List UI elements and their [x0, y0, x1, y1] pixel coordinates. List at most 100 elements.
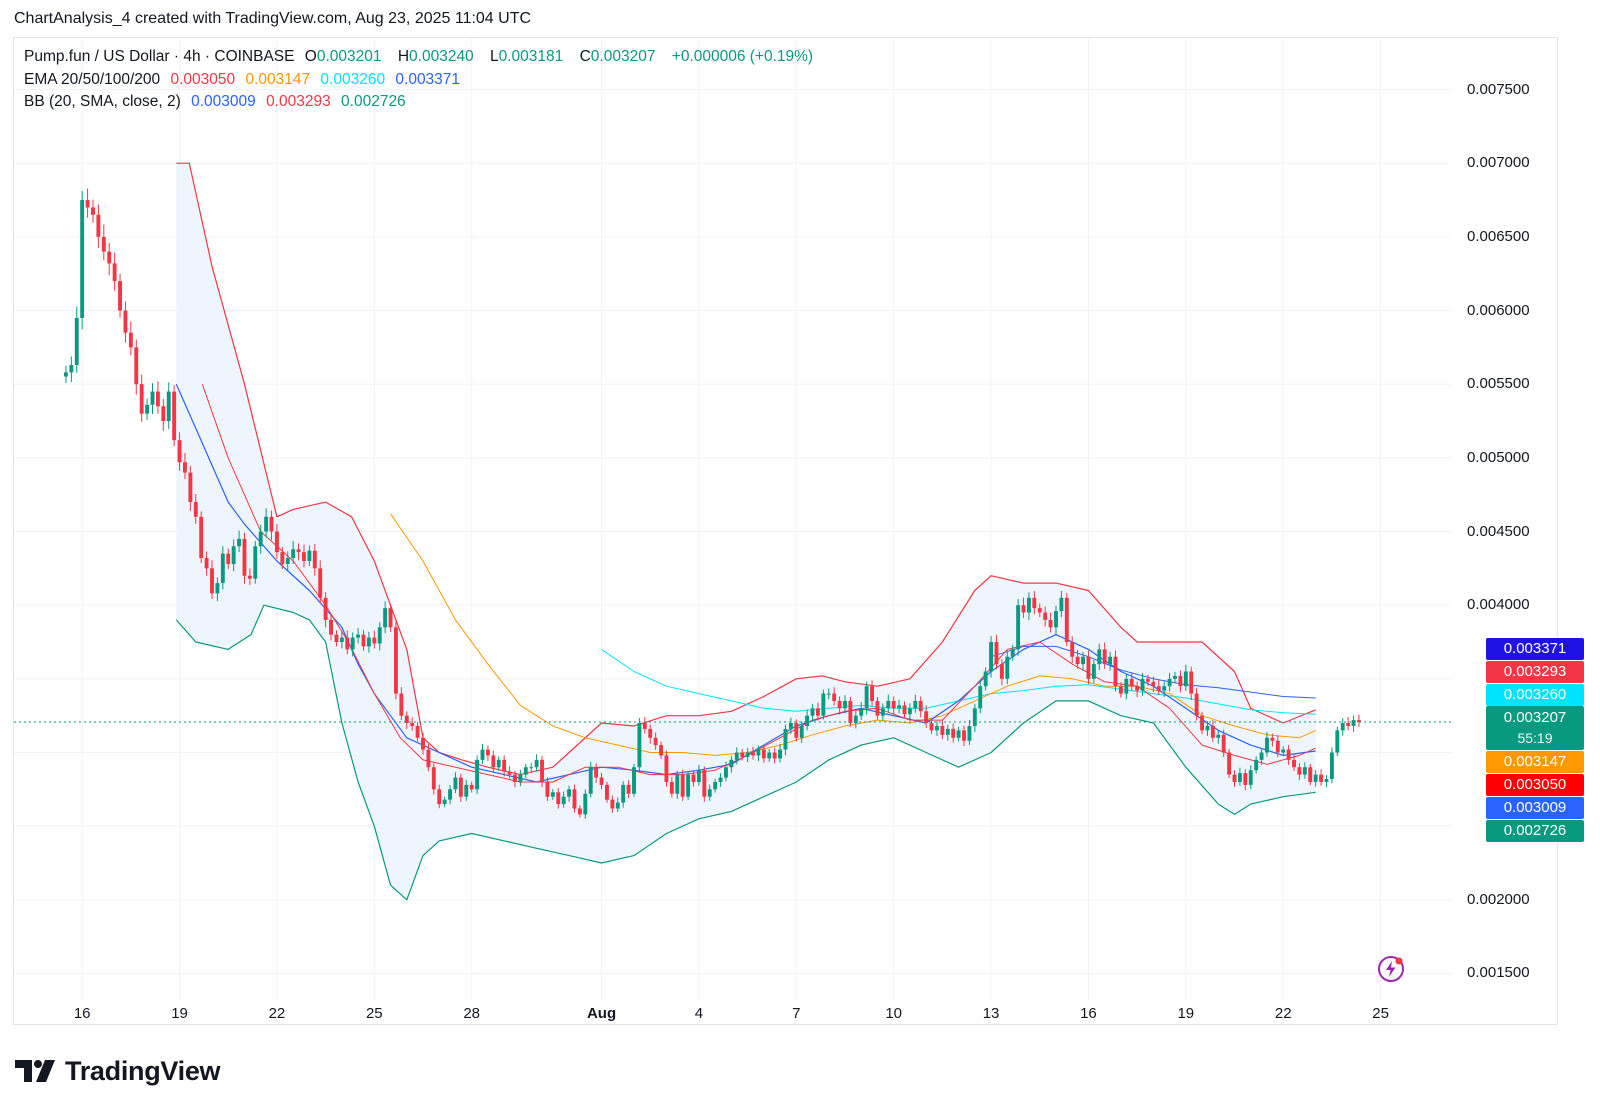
high-label: H [397, 48, 410, 65]
candle-body [659, 745, 663, 756]
bb-lower-value: 0.002726 [341, 93, 406, 110]
candle-body [880, 708, 885, 716]
candle-body [421, 737, 425, 750]
candle-body [669, 781, 674, 794]
candle-body [518, 774, 523, 782]
candle-body [226, 553, 231, 564]
candle-body [453, 777, 458, 790]
candle-body [188, 472, 193, 503]
chart-frame [13, 37, 1558, 1025]
candle-body [312, 550, 317, 569]
candle-body [107, 251, 112, 264]
candle-body [145, 404, 150, 414]
bb-label[interactable]: BB (20, SMA, close, 2) [24, 93, 181, 110]
candle-body [588, 767, 593, 794]
candle-body [815, 708, 820, 716]
candle-body [1048, 619, 1053, 628]
lightning-icon[interactable] [1377, 955, 1405, 983]
candle-body [675, 774, 680, 794]
x-tick-label: 19 [171, 1005, 188, 1022]
candle-body [875, 700, 880, 716]
candle-body [1329, 752, 1334, 780]
candle-body [1124, 678, 1129, 694]
candle-body [1302, 767, 1307, 775]
candle-body [1292, 759, 1296, 768]
candle-body [891, 700, 896, 709]
candle-body [74, 317, 79, 366]
candle-body [1270, 737, 1275, 741]
candle-body [821, 693, 826, 716]
y-tick-label: 0.004000 [1467, 596, 1530, 614]
candle-body [150, 391, 155, 405]
tradingview-logo[interactable]: TradingView [15, 1055, 221, 1087]
symbol-title[interactable]: Pump.fun / US Dollar · 4h · COINBASE [24, 48, 295, 65]
x-tick-label: 16 [1080, 1005, 1097, 1022]
change-value: +0.000006 (+0.19%) [671, 48, 814, 65]
candle-body [1081, 656, 1085, 665]
candle-body [1243, 773, 1248, 785]
candle-body [491, 755, 496, 768]
low-label: L [490, 48, 499, 65]
candle-body [404, 715, 409, 724]
candle-body [1356, 720, 1361, 723]
candle-body [237, 538, 242, 547]
candle-body [69, 365, 74, 373]
candle-body [372, 637, 377, 644]
candle-body [345, 637, 350, 650]
candle-body [1248, 770, 1253, 785]
legend-ema: EMA 20/50/100/200 0.003050 0.003147 0.00… [24, 71, 466, 89]
candle-body [502, 759, 507, 772]
candle-body [577, 808, 582, 815]
candle-body [810, 708, 815, 716]
candle-body [870, 686, 874, 701]
candle-body [886, 700, 891, 709]
bb-lower-line [175, 604, 1316, 901]
candle-body [1102, 649, 1107, 665]
y-tick-label: 0.002000 [1467, 890, 1530, 908]
bb-basis-price-tag: 0.003009 [1486, 797, 1584, 819]
candle-body [513, 774, 517, 782]
candle-body [258, 531, 263, 547]
candle-body [410, 723, 415, 726]
candle-body [1140, 678, 1145, 691]
close-label: C [579, 48, 591, 65]
candle-body [199, 516, 204, 559]
y-tick-label: 0.001500 [1467, 964, 1530, 982]
candle-body [318, 568, 323, 598]
ema-label[interactable]: EMA 20/50/100/200 [24, 71, 161, 88]
ema20-value: 0.003050 [170, 71, 236, 88]
candle-body [550, 792, 555, 797]
candle-body [794, 723, 799, 738]
candle-body [366, 637, 371, 647]
x-tick-label: 4 [694, 1005, 704, 1022]
candle-body [161, 406, 166, 422]
candle-body [464, 784, 469, 797]
candle-body [361, 634, 366, 647]
candle-body [134, 347, 139, 385]
candle-body [691, 774, 696, 782]
candle-body [1259, 752, 1264, 760]
ema20-price-tag: 0.003050 [1486, 774, 1584, 796]
candle-body [350, 637, 355, 650]
candle-body [1113, 656, 1118, 687]
y-tick-label: 0.006000 [1467, 301, 1530, 319]
candle-body [1091, 664, 1096, 679]
candle-body [274, 531, 279, 553]
candle-body [112, 263, 117, 282]
candle-body [1351, 720, 1356, 726]
candle-body [1286, 749, 1291, 760]
candle-body [139, 384, 144, 414]
candle-body [334, 634, 339, 643]
candle-body [724, 767, 728, 778]
candle-body [1346, 723, 1351, 726]
candle-body [1297, 767, 1302, 775]
candle-body [1097, 649, 1102, 665]
candle-body [604, 784, 609, 800]
x-tick-label: 10 [885, 1005, 903, 1022]
candle-body [1232, 774, 1237, 782]
candle-body [1340, 723, 1345, 731]
candle-body [1086, 656, 1091, 679]
candle-body [1313, 774, 1318, 782]
y-tick-label: 0.007500 [1467, 80, 1530, 98]
